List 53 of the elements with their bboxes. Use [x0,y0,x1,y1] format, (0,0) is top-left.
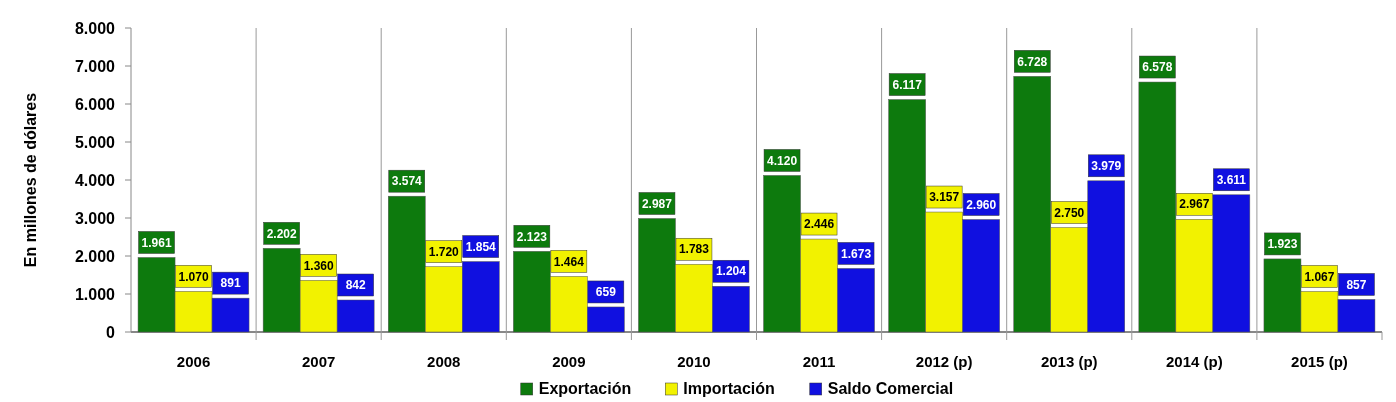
data-label: 3.157 [929,190,960,205]
data-label: 1.070 [178,269,209,284]
data-label: 842 [345,278,366,293]
data-label: 1.961 [141,235,172,250]
data-label: 6.117 [892,77,923,92]
x-tick-label: 2006 [176,353,211,370]
legend-label: Saldo Comercial [827,380,954,397]
y-tick-label: 3.000 [74,209,116,227]
data-label: 1.783 [678,242,710,257]
legend-label: Exportación [538,380,632,397]
data-label: 1.854 [465,239,497,254]
x-tick-label: 2013 (p) [1040,353,1098,370]
data-label: 3.611 [1216,172,1247,187]
data-label: 659 [595,285,617,300]
data-label: 1.673 [841,246,872,261]
y-tick-label: 8.000 [74,19,116,37]
y-tick-label: 1.000 [74,285,116,303]
data-label: 1.923 [1267,237,1298,252]
data-label: 2.202 [266,226,297,241]
data-label: 2.960 [966,197,997,212]
data-label: 1.464 [553,254,585,269]
data-label: 6.728 [1017,54,1048,69]
x-tick-label: 2009 [552,353,586,370]
x-tick-label: 2010 [677,353,711,370]
x-tick-label: 2012 (p) [915,353,973,370]
x-tick-label: 2015 (p) [1291,353,1348,370]
data-label: 2.967 [1179,197,1210,212]
x-tick-label: 2008 [427,353,461,370]
y-tick-label: 5.000 [74,133,116,151]
data-label: 1.360 [303,258,334,273]
y-tick-label: 6.000 [74,95,116,113]
data-label: 2.123 [516,229,548,244]
data-label: 4.120 [767,153,798,168]
data-label: 1.204 [715,264,747,279]
x-tick-label: 2011 [802,353,836,370]
data-label: 3.574 [391,174,423,189]
y-axis-title: En millones de dólares [22,92,39,268]
data-label: 2.446 [804,217,835,232]
data-label: 857 [1346,277,1367,292]
data-label: 891 [220,276,241,291]
y-tick-label: 0 [106,323,116,341]
x-tick-label: 2014 (p) [1166,353,1223,370]
legend-label: Importación [683,380,775,397]
y-tick-label: 2.000 [74,247,116,265]
data-label: 1.067 [1304,269,1335,284]
y-tick-label: 7.000 [74,57,116,75]
data-label: 3.979 [1091,159,1122,173]
x-tick-label: 2007 [301,353,336,370]
data-label: 2.750 [1054,205,1085,220]
y-tick-label: 4.000 [74,171,116,189]
data-label: 1.720 [428,244,460,259]
data-label: 6.578 [1142,60,1173,75]
data-label: 2.987 [641,196,673,211]
